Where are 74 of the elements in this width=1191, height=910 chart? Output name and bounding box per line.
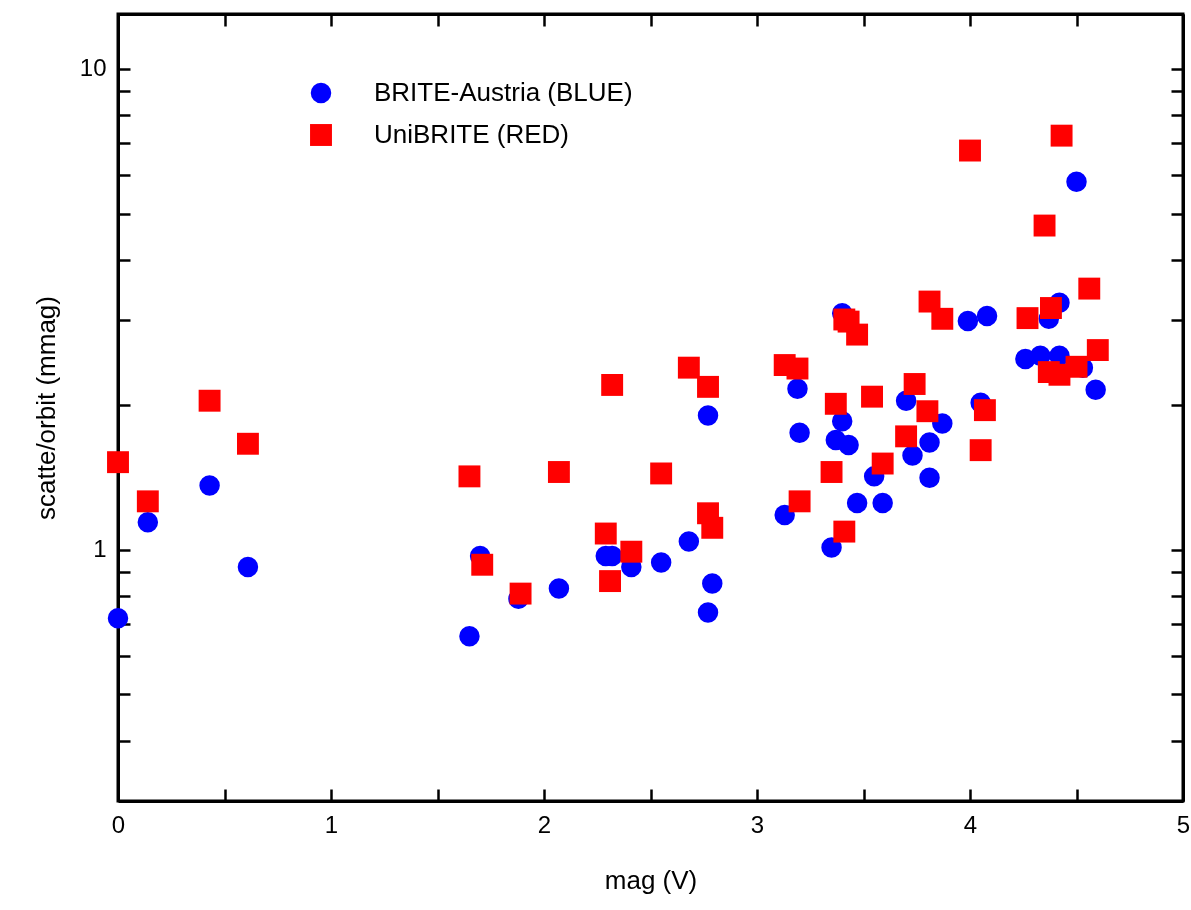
point xyxy=(237,556,259,578)
point xyxy=(137,512,159,533)
point xyxy=(236,432,259,455)
point xyxy=(136,490,159,513)
x-tick-label: 3 xyxy=(750,810,765,838)
point xyxy=(820,461,843,483)
point xyxy=(509,582,532,605)
point xyxy=(107,607,129,629)
point xyxy=(871,452,894,475)
legend-label: BRITE-Austria (BLUE) xyxy=(374,77,633,107)
point xyxy=(1085,379,1106,400)
point xyxy=(919,467,940,489)
legend-label: UniBRITE (RED) xyxy=(374,119,570,149)
point xyxy=(458,465,481,488)
point xyxy=(872,492,893,514)
point xyxy=(650,462,673,485)
point xyxy=(846,323,869,346)
x-tick-label: 0 xyxy=(111,810,126,838)
x-tick-label: 2 xyxy=(537,810,552,838)
x-tick-label: 1 xyxy=(324,810,339,838)
point xyxy=(548,578,570,599)
point xyxy=(198,389,221,412)
point xyxy=(959,139,981,162)
x-tick-label: 4 xyxy=(963,810,978,838)
point xyxy=(821,537,842,558)
point xyxy=(931,307,954,330)
point xyxy=(107,451,129,474)
point xyxy=(701,516,724,539)
point xyxy=(1033,214,1056,237)
point xyxy=(789,422,810,443)
point xyxy=(471,553,494,576)
point xyxy=(957,310,979,332)
point xyxy=(702,573,723,594)
point xyxy=(903,373,926,395)
point xyxy=(861,385,883,408)
point xyxy=(973,399,996,422)
point xyxy=(833,520,856,543)
point xyxy=(895,425,918,448)
point xyxy=(677,356,700,379)
point xyxy=(902,445,923,466)
point xyxy=(547,461,570,483)
point xyxy=(199,475,220,496)
point xyxy=(1016,307,1039,330)
point xyxy=(650,552,672,573)
point xyxy=(620,540,643,563)
point xyxy=(774,504,795,526)
point xyxy=(697,375,719,398)
point xyxy=(786,357,809,380)
point xyxy=(787,378,808,400)
point xyxy=(1065,355,1088,378)
point xyxy=(976,305,998,327)
point xyxy=(1039,297,1062,319)
point xyxy=(919,432,940,453)
point xyxy=(1078,277,1101,300)
point xyxy=(838,434,859,456)
point xyxy=(601,374,624,396)
point xyxy=(459,626,480,647)
point xyxy=(788,490,811,513)
y-tick-label: 10 xyxy=(79,54,107,82)
y-axis-title: scatte/orbit (mmag) xyxy=(30,296,61,520)
point xyxy=(846,492,868,514)
point xyxy=(678,531,700,552)
point xyxy=(969,439,992,462)
x-tick-label: 5 xyxy=(1176,810,1191,838)
point xyxy=(1086,339,1109,362)
point xyxy=(599,570,621,593)
point xyxy=(1050,124,1073,147)
point xyxy=(1066,171,1087,193)
point xyxy=(697,405,719,426)
point xyxy=(824,392,847,415)
point xyxy=(697,602,719,623)
point xyxy=(916,400,939,423)
x-axis-title: mag (V) xyxy=(604,864,698,895)
point xyxy=(594,522,617,545)
